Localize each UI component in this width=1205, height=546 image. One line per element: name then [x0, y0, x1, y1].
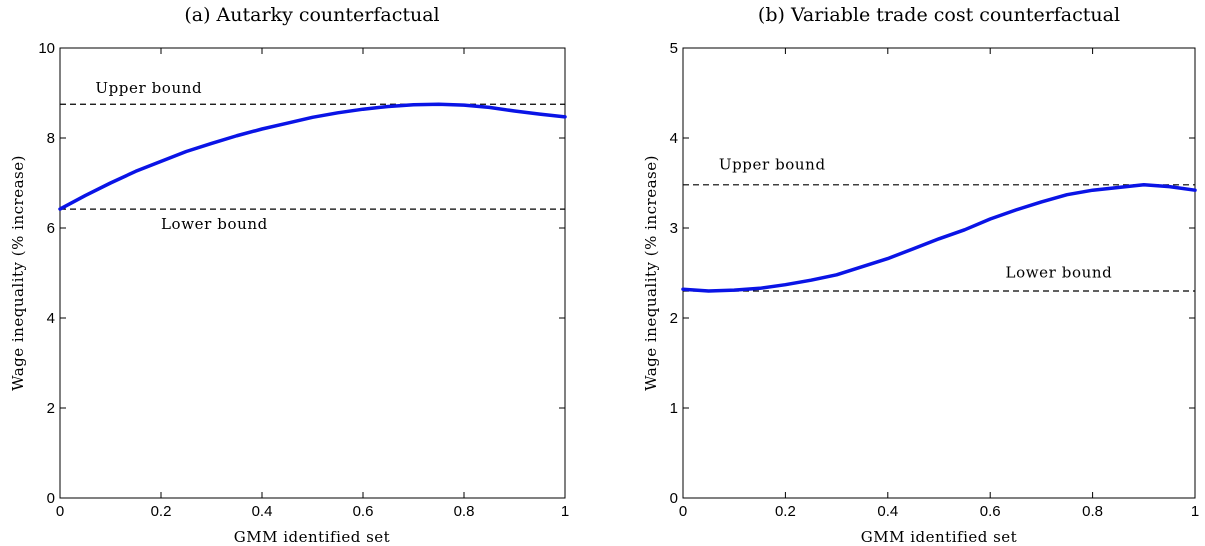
y-tick-label: 8: [47, 130, 55, 147]
x-axis-label: GMM identified set: [861, 528, 1017, 546]
x-tick-label: 0.6: [980, 503, 1001, 520]
chart-panel-variable-trade-cost: (b) Variable trade cost counterfactual G…: [642, 4, 1199, 546]
x-axis-label: GMM identified set: [234, 528, 390, 546]
x-tick-label: 0.8: [1082, 503, 1103, 520]
bound-lines: Upper bound Lower bound: [60, 79, 565, 233]
bound-label: Upper bound: [95, 79, 202, 97]
x-tick-label: 0.2: [151, 503, 172, 520]
series-lines: [58, 102, 567, 211]
y-tick-label: 2: [47, 400, 55, 417]
series-line: [681, 183, 1197, 293]
y-tick-label: 6: [47, 220, 55, 237]
y-tick-label: 2: [670, 310, 678, 327]
y-tick-label: 10: [38, 40, 55, 57]
plot-frame: [59, 47, 566, 499]
y-tick-label: 0: [670, 490, 678, 507]
series-line: [58, 102, 567, 211]
x-tick-label: 0.4: [877, 503, 898, 520]
x-tick-label: 0: [56, 503, 64, 520]
y-tick-label: 0: [47, 490, 55, 507]
bound-label: Lower bound: [1006, 264, 1113, 282]
x-tick-label: 1: [561, 503, 569, 520]
x-tick-label: 0.6: [353, 503, 374, 520]
y-tick-label: 4: [670, 130, 678, 147]
tick-marks: 0 0.2 0.4 0.6 0.8 1 0 1 2 3 4 5: [670, 40, 1200, 520]
series-lines: [681, 183, 1197, 293]
bound-label: Lower bound: [161, 215, 268, 233]
y-tick-label: 3: [670, 220, 678, 237]
y-tick-label: 1: [670, 400, 678, 417]
chart-title: (a) Autarky counterfactual: [184, 4, 439, 26]
x-tick-label: 0: [679, 503, 687, 520]
chart-title: (b) Variable trade cost counterfactual: [758, 4, 1120, 26]
x-tick-label: 0.4: [252, 503, 273, 520]
plot-frame: [682, 47, 1196, 499]
y-axis-label: Wage inequality (% increase): [642, 155, 660, 391]
x-tick-label: 0.8: [454, 503, 475, 520]
chart-panel-autarky: (a) Autarky counterfactual GMM identifie…: [9, 4, 569, 546]
x-tick-label: 1: [1191, 503, 1199, 520]
y-tick-label: 4: [47, 310, 55, 327]
y-tick-label: 5: [670, 40, 678, 57]
x-tick-label: 0.2: [775, 503, 796, 520]
y-axis-label: Wage inequality (% increase): [9, 155, 27, 391]
bound-lines: Upper bound Lower bound: [683, 156, 1195, 292]
bound-label: Upper bound: [719, 156, 826, 174]
